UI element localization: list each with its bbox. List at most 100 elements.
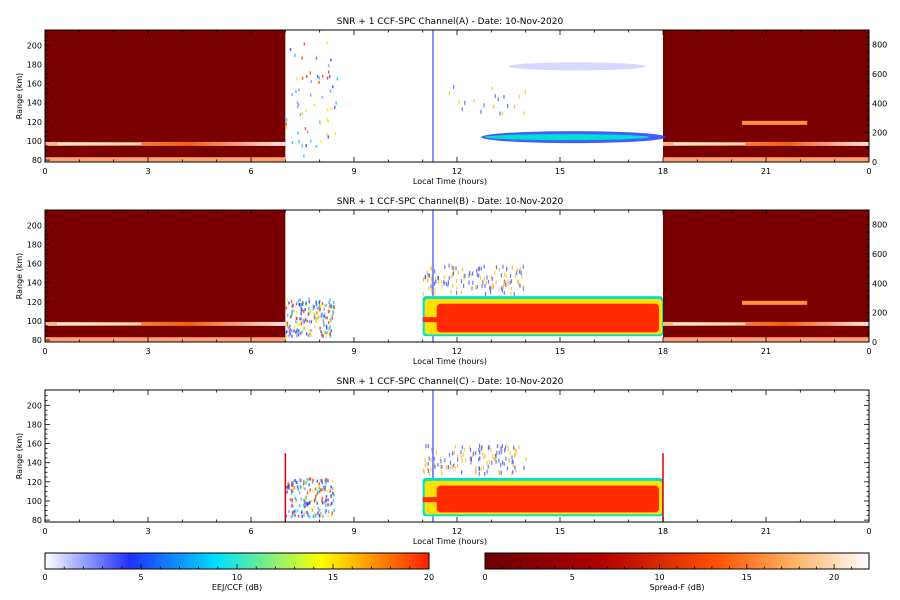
speckle-point <box>510 286 513 291</box>
speckle-point <box>297 514 300 518</box>
speckle-point <box>304 318 307 322</box>
speckle-point <box>299 331 302 335</box>
speckle-point <box>296 334 298 338</box>
speckle-point <box>329 304 331 308</box>
ccf-echo-core <box>436 303 659 333</box>
speckle-point <box>463 273 465 278</box>
speckle-point <box>305 495 307 499</box>
speckle-point <box>315 56 318 60</box>
speckle-point <box>286 298 289 302</box>
speckle-point <box>317 489 320 493</box>
panel-title: SNR + 1 CCF-SPC Channel(B) - Date: 10-No… <box>337 197 564 207</box>
speckle-point <box>452 266 454 271</box>
speckle-point <box>478 267 480 272</box>
speckle-point <box>495 265 498 270</box>
speckle-point <box>460 454 462 459</box>
speckle-point <box>301 303 304 307</box>
speckle-point <box>290 504 293 508</box>
speckle-point <box>479 275 482 280</box>
speckle-point <box>295 330 297 334</box>
speckle-point <box>482 451 484 456</box>
speckle-point <box>440 464 442 469</box>
speckle-point <box>503 272 506 277</box>
speckle-point <box>304 505 306 509</box>
speckle-point <box>302 300 304 304</box>
speckle-point <box>292 487 294 491</box>
speckle-point <box>315 320 317 324</box>
speckle-point <box>286 323 289 327</box>
speckle-point <box>491 460 493 465</box>
speckle-point <box>520 270 522 275</box>
speckle-point <box>298 504 301 508</box>
speckle-point <box>503 462 505 467</box>
y-tick-label: 80 <box>32 156 42 165</box>
speckle-point <box>320 140 322 144</box>
speckle-point <box>321 481 323 485</box>
speckle-point <box>424 463 426 468</box>
speckle-point <box>296 329 298 333</box>
e-layer-echo <box>45 141 286 146</box>
speckle-point <box>306 303 308 307</box>
speckle-point <box>455 290 458 295</box>
speckle-point <box>461 470 463 475</box>
speckle-point <box>326 108 329 112</box>
speckle-point <box>292 303 294 307</box>
speckle-point <box>461 458 463 463</box>
speckle-point <box>522 286 525 291</box>
speckle-point <box>308 310 310 314</box>
speckle-point <box>303 480 306 484</box>
x-tick-label: 6 <box>248 527 253 536</box>
speckle-point <box>297 103 300 107</box>
speckle-point <box>327 510 330 514</box>
speckle-point <box>498 450 500 455</box>
speckle-point <box>511 455 513 460</box>
speckle-point <box>300 511 303 515</box>
speckle-point <box>476 272 478 277</box>
speckle-point <box>433 456 435 461</box>
speckle-point <box>320 315 322 319</box>
speckle-point <box>300 304 302 308</box>
speckle-point <box>445 281 447 286</box>
speckle-point <box>310 329 312 333</box>
speckle-point <box>457 463 459 468</box>
f-layer-echo <box>741 300 808 305</box>
speckle-point <box>306 511 308 515</box>
speckle-point <box>425 444 427 449</box>
speckle-point <box>291 489 294 493</box>
speckle-point <box>437 275 439 280</box>
x-tick-label: 6 <box>248 347 253 356</box>
speckle-point <box>478 447 480 452</box>
speckle-point <box>328 327 330 331</box>
x-axis-label: Local Time (hours) <box>413 357 487 366</box>
speckle-point <box>295 89 297 93</box>
speckle-point <box>308 477 311 481</box>
speckle-point <box>309 477 312 481</box>
y-tick-label: 120 <box>27 478 42 487</box>
x-tick-label: 9 <box>351 167 356 176</box>
speckle-point <box>305 74 308 78</box>
speckle-point <box>448 276 450 281</box>
y-tick-label: 180 <box>27 60 42 69</box>
speckle-point <box>489 290 492 295</box>
speckle-point <box>323 324 325 328</box>
speckle-point <box>325 509 327 513</box>
e-layer-core <box>673 142 746 145</box>
speckle-point <box>507 282 509 287</box>
speckle-point <box>290 304 293 308</box>
spread-f-block <box>663 30 869 162</box>
speckle-point <box>469 444 471 449</box>
speckle-point <box>336 77 339 81</box>
speckle-point <box>469 270 471 275</box>
speckle-point <box>476 285 478 290</box>
speckle-point <box>302 327 305 331</box>
speckle-point <box>501 444 503 449</box>
speckle-point <box>300 306 303 310</box>
speckle-point <box>309 488 311 492</box>
speckle-point <box>329 89 332 93</box>
speckle-point <box>486 469 488 474</box>
speckle-point <box>295 480 298 484</box>
e-layer-echo <box>663 141 869 146</box>
speckle-point <box>289 328 292 332</box>
colorbar-tick-label: 0 <box>42 573 47 582</box>
faint-echo-band <box>508 62 646 71</box>
